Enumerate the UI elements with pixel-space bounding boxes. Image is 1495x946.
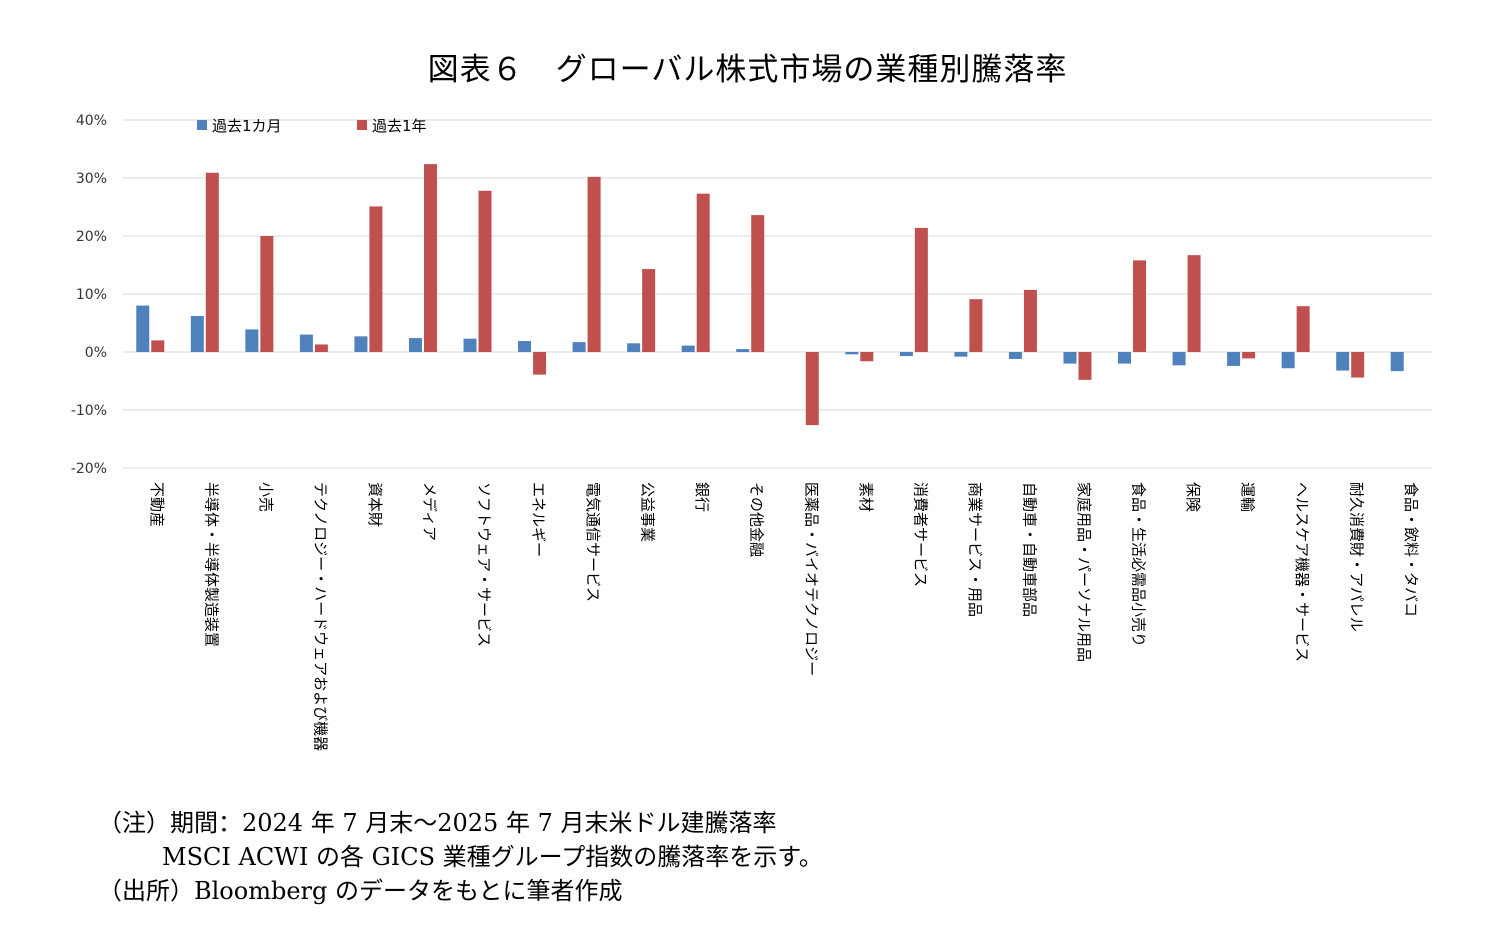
x-category-label: エネルギー [530, 482, 548, 557]
bar [1133, 260, 1147, 352]
y-tick-label: -10% [71, 403, 107, 419]
bar [845, 352, 859, 355]
x-category-label: 資本財 [366, 482, 384, 527]
grid-lines [123, 119, 1432, 469]
bar [1351, 352, 1365, 378]
bar [151, 340, 165, 352]
y-tick-label: 0% [85, 345, 107, 361]
y-tick-label: 10% [76, 287, 107, 303]
x-category-label: ソフトウェア・サービス [475, 482, 493, 647]
y-tick-label: 40% [76, 113, 107, 129]
bar [1063, 352, 1077, 364]
x-axis-labels: 不動産 半導体・半導体製造装置 小売 テクノロジー・ハードウェアおよび機器 資本財 メディ… [148, 482, 1420, 751]
legend-swatch [357, 120, 367, 130]
bar [736, 349, 750, 352]
bar [533, 352, 547, 375]
bar [369, 206, 383, 352]
bar [914, 227, 928, 352]
bar [1008, 352, 1022, 359]
y-axis-labels: 40% 30% 20% 10% 0% -10% -20% [71, 113, 107, 477]
bar [245, 329, 259, 352]
bar [260, 236, 274, 352]
bar [860, 352, 874, 362]
bar [805, 352, 819, 426]
footnotes: （注）期間：2024 年 7 月末～2025 年 7 月末米ドル建騰落率 MSC… [98, 806, 823, 908]
bars [136, 164, 1404, 426]
x-category-label: 銀行 [693, 482, 711, 512]
bar [572, 342, 586, 352]
bar [751, 215, 765, 352]
bar [1187, 255, 1201, 352]
bar [1336, 352, 1350, 371]
legend-swatch [197, 120, 207, 130]
x-category-label: 保険 [1184, 482, 1202, 512]
x-category-label: 自動車・自動車部品 [1020, 482, 1038, 617]
x-category-label: 医薬品・バイオテクノロジー [802, 482, 820, 676]
y-tick-label: 30% [76, 171, 107, 187]
bar [642, 269, 656, 352]
bar [518, 340, 532, 352]
x-category-label: ヘルスケア機器・サービス [1293, 482, 1311, 662]
bar [1390, 352, 1404, 372]
x-category-label: 耐久消費財・アパレル [1348, 482, 1366, 632]
bar [354, 336, 368, 352]
bar [1242, 352, 1256, 359]
bar [1296, 306, 1310, 352]
bar [681, 345, 695, 352]
bar [969, 299, 983, 352]
note-description: MSCI ACWI の各 GICS 業種グループ指数の騰落率を示す。 [162, 843, 823, 871]
bar [1227, 352, 1241, 366]
x-category-label: 商業サービス・用品 [966, 482, 984, 617]
x-category-label: 半導体・半導体製造装置 [202, 482, 220, 647]
legend-label: 過去1年 [372, 117, 427, 135]
bar [478, 190, 492, 352]
chart-title: 図表６ グローバル株式市場の業種別騰落率 [427, 52, 1068, 88]
bar [696, 193, 710, 352]
legend: 過去1カ月 過去1年 [197, 117, 427, 135]
y-tick-label: 20% [76, 229, 107, 245]
x-category-label: 小売 [257, 482, 275, 512]
x-category-label: 素材 [857, 482, 875, 512]
bar [408, 338, 422, 352]
bar [299, 334, 313, 352]
bar [205, 172, 219, 352]
x-category-label: 電気通信サービス [584, 482, 602, 602]
bar [1281, 352, 1295, 369]
bar [899, 352, 913, 357]
x-category-label: メディア [420, 482, 438, 541]
bar [1172, 352, 1186, 366]
legend-label: 過去1カ月 [212, 117, 282, 135]
bar [314, 344, 328, 352]
bar [423, 164, 437, 352]
bar [587, 176, 601, 352]
bar [627, 343, 641, 352]
x-category-label: 食品・生活必需品小売り [1130, 482, 1148, 647]
x-category-label: 家庭用品・パーソナル用品 [1075, 482, 1093, 662]
bar [190, 316, 204, 352]
bar [136, 305, 150, 352]
note-period: （注）期間：2024 年 7 月末～2025 年 7 月末米ドル建騰落率 [98, 809, 777, 837]
bar [1118, 352, 1132, 364]
x-category-label: その他金融 [748, 482, 766, 557]
x-category-label: 公益事業 [639, 482, 657, 542]
x-category-label: 食品・飲料・タバコ [1402, 482, 1420, 617]
bar [954, 352, 968, 357]
bar [1023, 289, 1037, 352]
note-source: （出所）Bloomberg のデータをもとに筆者作成 [98, 877, 623, 905]
bar-chart: 40% 30% 20% 10% 0% -10% -20% 不動産 半導体・半導体製造装置 小売 テ… [71, 113, 1432, 751]
bar [1078, 352, 1092, 380]
x-category-label: 消費者サービス [911, 482, 929, 587]
x-category-label: 運輸 [1239, 482, 1257, 512]
x-category-label: 不動産 [148, 482, 166, 527]
x-category-label: テクノロジー・ハードウェアおよび機器 [311, 482, 329, 751]
y-tick-label: -20% [71, 461, 107, 477]
bar [463, 338, 477, 352]
